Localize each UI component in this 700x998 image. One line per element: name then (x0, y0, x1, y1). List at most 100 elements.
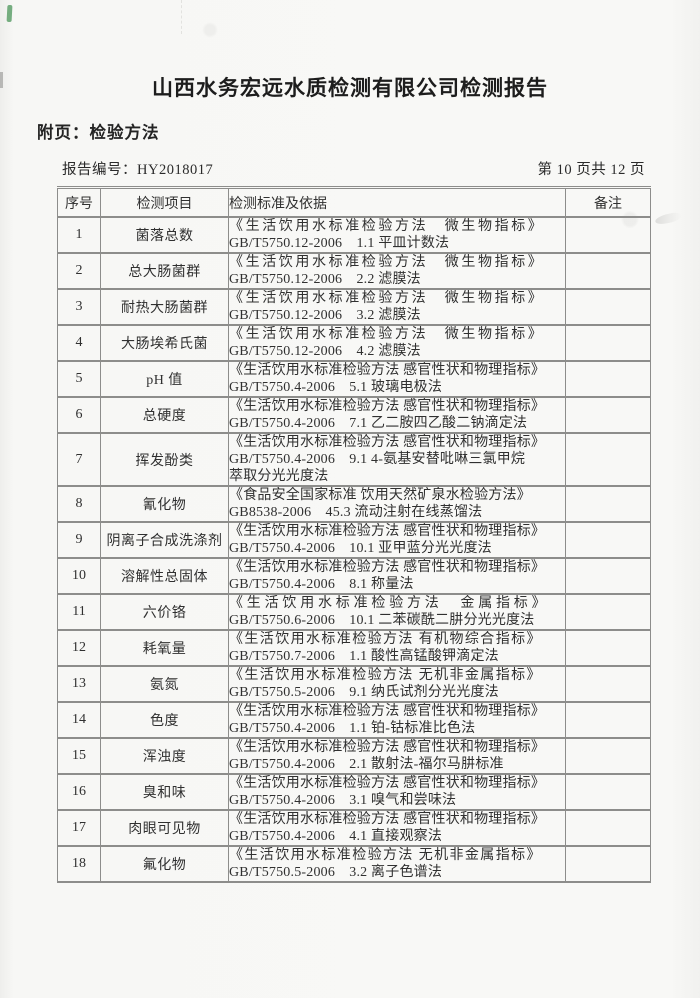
table-row: 1 菌落总数 《生活饮用水标准检验方法 微生物指标》 GB/T5750.12-20… (57, 216, 651, 254)
standard-line: 《生活饮用水标准检验方法 感官性状和物理指标》 (229, 524, 546, 539)
serial-number-cell: 1 (57, 216, 101, 254)
serial-number-cell: 3 (57, 288, 101, 326)
table-row: 18 氟化物 《生活饮用水标准检验方法 无机非金属指标》 GB/T5750.5-2… (57, 845, 651, 883)
test-standard-cell: 《生活饮用水标准检验方法 感官性状和物理指标》 GB/T5750.4-2006 5… (228, 360, 566, 398)
serial-number-cell: 11 (57, 593, 101, 631)
test-item-cell: 大肠埃希氏菌 (100, 324, 229, 362)
test-standard-cell: 《生活饮用水标准检验方法 微生物指标》 GB/T5750.12-2006 2.2 … (228, 252, 566, 290)
meta-row: 报告编号：HY2018017 第 10 页共 12 页 (57, 158, 650, 179)
standard-line: GB/T5750.4-2006 1.1 铂-钴标准比色法 (229, 721, 476, 736)
page-number-info: 第 10 页共 12 页 (537, 162, 645, 178)
standard-line: 《生活饮用水标准检验方法 有机物综合指标》 (229, 632, 542, 647)
serial-number-cell: 8 (57, 485, 101, 523)
standard-line: GB/T5750.6-2006 10.1 二苯碳酰二肼分光光度法 (229, 613, 535, 628)
remark-cell (565, 216, 651, 254)
remark-cell (565, 665, 651, 703)
serial-number-cell: 13 (57, 665, 101, 703)
table-row: 5 pH 值 《生活饮用水标准检验方法 感官性状和物理指标》 GB/T5750.4… (57, 360, 651, 398)
serial-number-cell: 5 (57, 360, 101, 398)
test-standard-cell: 《生活饮用水标准检验方法 感官性状和物理指标》 GB/T5750.4-2006 4… (228, 809, 566, 847)
table-row: 15 浑浊度 《生活饮用水标准检验方法 感官性状和物理指标》 GB/T5750.4… (57, 737, 651, 775)
edge-scan-mark (0, 72, 3, 88)
report-number: 报告编号：HY2018017 (62, 162, 214, 178)
standard-line: 《生活饮用水标准检验方法 感官性状和物理指标》 (229, 812, 546, 827)
standard-line: GB/T5750.4-2006 2.1 散射法-福尔马肼标准 (229, 757, 504, 772)
standard-line: GB/T5750.4-2006 7.1 乙二胺四乙酸二钠滴定法 (229, 416, 528, 431)
standard-line: 《食品安全国家标准 饮用天然矿泉水检验方法》 (229, 488, 531, 503)
serial-number-cell: 17 (57, 809, 101, 847)
standard-line: 《生活饮用水标准检验方法 感官性状和物理指标》 (229, 704, 546, 719)
test-standard-cell: 《生活饮用水标准检验方法 微生物指标》 GB/T5750.12-2006 3.2 … (228, 288, 566, 326)
serial-number-cell: 15 (57, 737, 101, 775)
test-item-cell: 挥发酚类 (100, 432, 229, 487)
table-row: 16 臭和味 《生活饮用水标准检验方法 感官性状和物理指标》 GB/T5750.4… (57, 773, 651, 811)
test-standard-cell: 《生活饮用水标准检验方法 感官性状和物理指标》 GB/T5750.4-2006 3… (228, 773, 566, 811)
table-header-row: 序号 检测项目 检测标准及依据 备注 (57, 186, 651, 218)
table-row: 6 总硬度 《生活饮用水标准检验方法 感官性状和物理指标》 GB/T5750.4-… (57, 396, 651, 434)
header-serial-number: 序号 (57, 186, 101, 218)
test-item-cell: 总大肠菌群 (100, 252, 229, 290)
test-item-cell: 浑浊度 (100, 737, 229, 775)
test-item-cell: pH 值 (100, 360, 229, 398)
test-standard-cell: 《生活饮用水标准检验方法 感官性状和物理指标》 GB/T5750.4-2006 1… (228, 701, 566, 739)
standard-line: GB/T5750.4-2006 4.1 直接观察法 (229, 829, 443, 844)
standard-line: GB/T5750.12-2006 4.2 滤膜法 (229, 344, 421, 359)
standard-line: 《生活饮用水标准检验方法 微生物指标》 (229, 327, 545, 342)
test-standard-cell: 《生活饮用水标准检验方法 无机非金属指标》 GB/T5750.5-2006 9.1… (228, 665, 566, 703)
standard-line: GB/T5750.4-2006 8.1 称量法 (229, 577, 414, 592)
test-item-cell: 菌落总数 (100, 216, 229, 254)
remark-cell (565, 629, 651, 667)
standard-line: 《生活饮用水标准检验方法 无机非金属指标》 (229, 848, 542, 863)
standard-line: 《生活饮用水标准检验方法 金属指标》 (229, 596, 550, 611)
serial-number-cell: 2 (57, 252, 101, 290)
table-row: 4 大肠埃希氏菌 《生活饮用水标准检验方法 微生物指标》 GB/T5750.12-… (57, 324, 651, 362)
standard-line: 《生活饮用水标准检验方法 无机非金属指标》 (229, 668, 542, 683)
test-standard-cell: 《生活饮用水标准检验方法 微生物指标》 GB/T5750.12-2006 4.2 … (228, 324, 566, 362)
remark-cell (565, 521, 651, 559)
test-standard-cell: 《生活饮用水标准检验方法 微生物指标》 GB/T5750.12-2006 1.1 … (228, 216, 566, 254)
serial-number-cell: 12 (57, 629, 101, 667)
standard-line: GB/T5750.12-2006 1.1 平皿计数法 (229, 236, 450, 251)
standard-line: 《生活饮用水标准检验方法 微生物指标》 (229, 219, 545, 234)
serial-number-cell: 4 (57, 324, 101, 362)
table-row: 9 阴离子合成洗涤剂 《生活饮用水标准检验方法 感官性状和物理指标》 GB/T57… (57, 521, 651, 559)
table-row: 13 氨氮 《生活饮用水标准检验方法 无机非金属指标》 GB/T5750.5-20… (57, 665, 651, 703)
remark-cell (565, 809, 651, 847)
table-row: 3 耐热大肠菌群 《生活饮用水标准检验方法 微生物指标》 GB/T5750.12-… (57, 288, 651, 326)
remark-cell (565, 737, 651, 775)
remark-cell (565, 396, 651, 434)
test-item-cell: 耗氧量 (100, 629, 229, 667)
standard-line: 《生活饮用水标准检验方法 感官性状和物理指标》 (229, 740, 546, 755)
test-item-cell: 氰化物 (100, 485, 229, 523)
test-methods-table: 序号 检测项目 检测标准及依据 备注 1 菌落总数 《生活饮用水标准检验方法 微… (57, 186, 651, 883)
standard-line: GB/T5750.12-2006 3.2 滤膜法 (229, 308, 421, 323)
standard-line: GB/T5750.4-2006 9.1 4-氨基安替吡啉三氯甲烷 (229, 452, 526, 467)
standard-line: 《生活饮用水标准检验方法 感官性状和物理指标》 (229, 435, 546, 450)
table-row: 2 总大肠菌群 《生活饮用水标准检验方法 微生物指标》 GB/T5750.12-2… (57, 252, 651, 290)
attachment-label: 附页：检验方法 (37, 124, 160, 142)
test-standard-cell: 《生活饮用水标准检验方法 感官性状和物理指标》 GB/T5750.4-2006 8… (228, 557, 566, 595)
test-standard-cell: 《生活饮用水标准检验方法 金属指标》 GB/T5750.6-2006 10.1 二… (228, 593, 566, 631)
test-item-cell: 耐热大肠菌群 (100, 288, 229, 326)
test-item-cell: 氨氮 (100, 665, 229, 703)
test-standard-cell: 《生活饮用水标准检验方法 有机物综合指标》 GB/T5750.7-2006 1.1… (228, 629, 566, 667)
standard-line: GB/T5750.5-2006 9.1 纳氏试剂分光光度法 (229, 685, 499, 700)
page-title: 山西水务宏远水质检测有限公司检测报告 (152, 77, 548, 100)
standard-line: 《生活饮用水标准检验方法 感官性状和物理指标》 (229, 776, 546, 791)
standard-line: 《生活饮用水标准检验方法 感官性状和物理指标》 (229, 560, 546, 575)
header-remark: 备注 (565, 186, 651, 218)
test-item-cell: 溶解性总固体 (100, 557, 229, 595)
remark-cell (565, 485, 651, 523)
test-item-cell: 六价铬 (100, 593, 229, 631)
remark-cell (565, 593, 651, 631)
header-test-standard: 检测标准及依据 (228, 186, 566, 218)
remark-cell (565, 288, 651, 326)
dotted-line-artifact (181, 0, 183, 34)
serial-number-cell: 9 (57, 521, 101, 559)
remark-cell (565, 360, 651, 398)
test-standard-cell: 《食品安全国家标准 饮用天然矿泉水检验方法》 GB8538-2006 45.3 流… (228, 485, 566, 523)
remark-cell (565, 773, 651, 811)
standard-line: 《生活饮用水标准检验方法 微生物指标》 (229, 291, 545, 306)
test-item-cell: 肉眼可见物 (100, 809, 229, 847)
